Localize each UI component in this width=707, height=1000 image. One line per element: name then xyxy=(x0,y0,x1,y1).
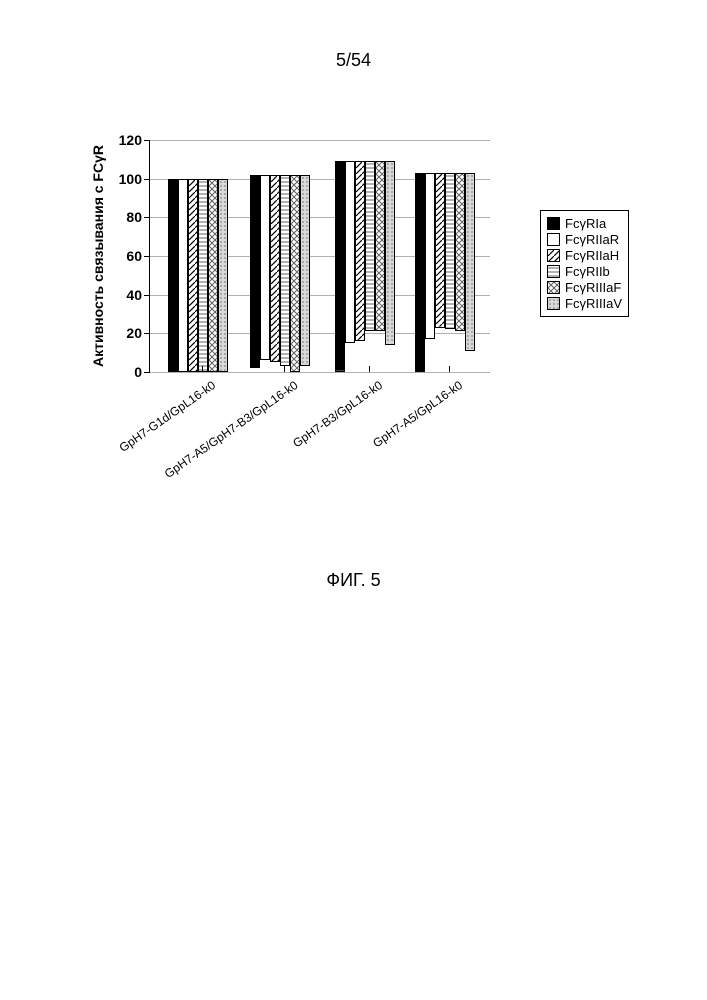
bar xyxy=(445,173,455,330)
page-number: 5/54 xyxy=(0,50,707,71)
bar-group xyxy=(250,175,310,372)
y-tick-label: 120 xyxy=(119,132,142,148)
bar xyxy=(198,179,208,372)
legend-label: FcγRIIIaV xyxy=(565,296,622,311)
legend-label: FcγRIa xyxy=(565,216,606,231)
bar xyxy=(168,179,178,372)
y-tick-label: 100 xyxy=(119,171,142,187)
x-tick-mark xyxy=(369,366,370,372)
legend: FcγRIaFcγRIIaRFcγRIIaHFcγRIIbFcγRIIIaFFc… xyxy=(540,210,629,317)
bar xyxy=(345,161,355,343)
bar xyxy=(270,175,280,363)
bar xyxy=(355,161,365,341)
bar xyxy=(208,179,218,372)
plot-area xyxy=(150,140,490,372)
legend-swatch xyxy=(547,265,560,278)
bar xyxy=(455,173,465,332)
x-tick-mark xyxy=(449,366,450,372)
legend-item: FcγRIIIaF xyxy=(547,280,622,295)
legend-item: FcγRIIaR xyxy=(547,232,622,247)
bar xyxy=(178,179,188,372)
legend-label: FcγRIIaH xyxy=(565,248,619,263)
y-tick-label: 0 xyxy=(134,364,142,380)
legend-label: FcγRIIb xyxy=(565,264,610,279)
chart: Активность связывания с FCγR 0 20 40 60 80 10… xyxy=(90,140,630,532)
bar xyxy=(250,175,260,368)
bar xyxy=(375,161,385,331)
bar xyxy=(425,173,435,339)
gridline xyxy=(150,140,490,141)
legend-item: FcγRIa xyxy=(547,216,622,231)
y-tick-label: 80 xyxy=(126,209,142,225)
bar xyxy=(300,175,310,366)
legend-swatch xyxy=(547,249,560,262)
x-tick-mark xyxy=(202,366,203,372)
bar xyxy=(435,173,445,328)
legend-label: FcγRIIIaF xyxy=(565,280,621,295)
bar xyxy=(385,161,395,345)
bar-group xyxy=(168,179,228,372)
bar xyxy=(218,179,228,372)
bar xyxy=(188,179,198,372)
x-tick-mark xyxy=(284,366,285,372)
x-tick-label: GpH7-A5/GpH7-B3/GpL16-k0 xyxy=(161,378,300,481)
y-tick-label: 20 xyxy=(126,325,142,341)
legend-label: FcγRIIaR xyxy=(565,232,619,247)
bar xyxy=(365,161,375,331)
bar xyxy=(335,161,345,372)
legend-swatch xyxy=(547,297,560,310)
y-axis-label: Активность связывания с FCγR xyxy=(90,145,106,367)
bar xyxy=(260,175,270,361)
y-axis: 020406080100120 xyxy=(110,140,150,372)
legend-item: FcγRIIaH xyxy=(547,248,622,263)
legend-item: FcγRIIb xyxy=(547,264,622,279)
legend-swatch xyxy=(547,217,560,230)
bar-group xyxy=(415,173,475,372)
bar xyxy=(465,173,475,351)
y-tick-label: 60 xyxy=(126,248,142,264)
legend-swatch xyxy=(547,281,560,294)
legend-swatch xyxy=(547,233,560,246)
bar xyxy=(280,175,290,366)
bar xyxy=(290,175,300,372)
x-axis-labels: GpH7-G1d/GpL16-k0GpH7-A5/GpH7-B3/GpL16-k… xyxy=(154,372,494,532)
figure-caption: ФИГ. 5 xyxy=(0,570,707,591)
bar xyxy=(415,173,425,372)
y-tick-label: 40 xyxy=(126,287,142,303)
bar-group xyxy=(335,161,395,372)
legend-item: FcγRIIIaV xyxy=(547,296,622,311)
